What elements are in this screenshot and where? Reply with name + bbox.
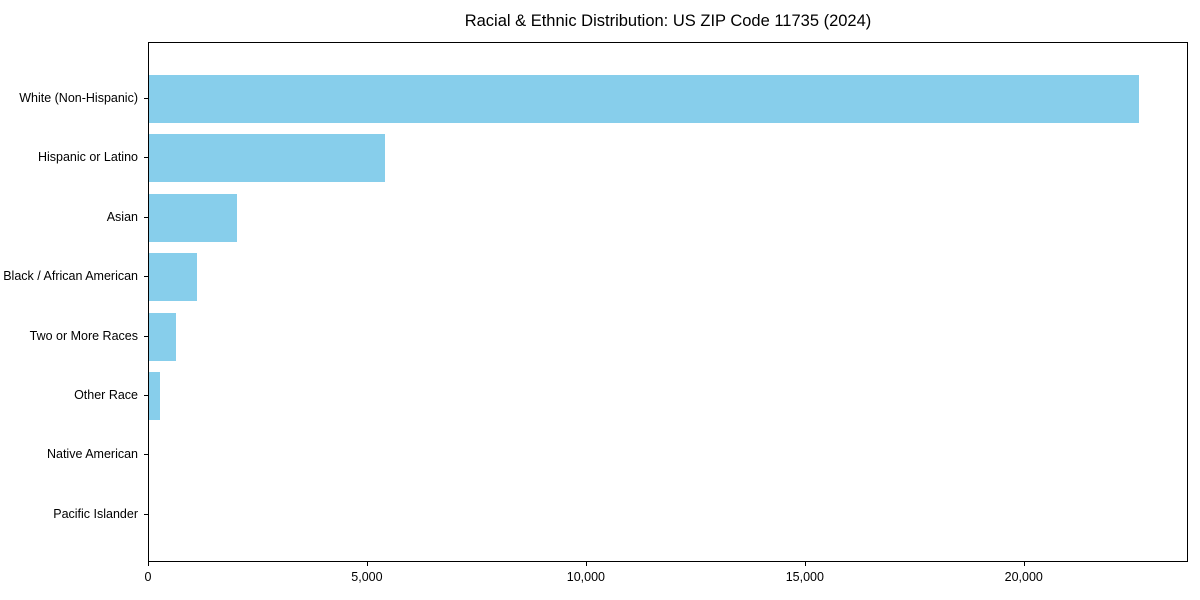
x-tick-mark: [366, 562, 368, 566]
y-tick-mark: [144, 157, 148, 159]
bar-hispanic-or-latino: [149, 134, 386, 183]
plot-area: [148, 42, 1188, 562]
x-axis-tick-label: 10,000: [566, 570, 605, 584]
x-tick-mark: [148, 562, 149, 566]
y-tick-mark: [144, 335, 148, 337]
y-tick-mark: [144, 98, 148, 99]
bar-other-race: [149, 372, 161, 420]
x-tick-mark: [804, 562, 806, 566]
y-axis-label: Other Race: [74, 388, 138, 402]
y-axis-label: Black / African American: [3, 269, 138, 284]
y-axis-label: Hispanic or Latino: [37, 150, 138, 165]
x-axis-tick-label: 20,000: [1004, 570, 1043, 584]
bar-asian: [149, 193, 237, 242]
chart-title: Racial & Ethnic Distribution: US ZIP Cod…: [464, 12, 872, 30]
y-tick-mark: [144, 216, 148, 218]
x-axis-tick-label: 15,000: [785, 570, 824, 584]
y-tick-mark: [144, 513, 148, 515]
x-tick-mark: [1023, 562, 1025, 566]
y-tick-mark: [144, 454, 148, 456]
y-axis-label: White (Non-Hispanic): [19, 91, 138, 105]
bar-white-non-hispanic: [149, 75, 1139, 123]
x-tick-mark: [585, 562, 587, 566]
bar-black-african-american: [149, 253, 198, 302]
y-axis-label: Pacific Islander: [53, 506, 138, 521]
y-axis-label: Asian: [106, 209, 138, 224]
y-tick-mark: [144, 395, 148, 396]
x-axis-tick-label: 5,000: [351, 570, 383, 584]
x-axis-tick-label: 0: [144, 570, 152, 584]
y-axis-label: Two or More Races: [29, 328, 138, 343]
y-tick-mark: [144, 276, 148, 278]
bar-two-or-more-races: [149, 312, 177, 361]
y-axis-label: Native American: [46, 447, 138, 462]
